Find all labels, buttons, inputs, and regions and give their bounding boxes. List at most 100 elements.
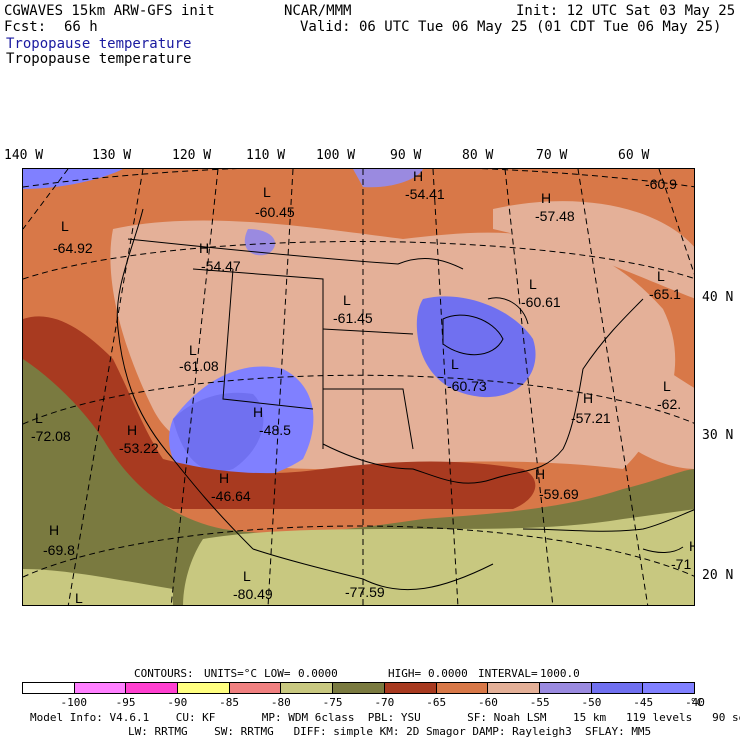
field-minus65-band: [23, 316, 536, 509]
longitude-label: 130 W: [92, 148, 132, 163]
extremum-value: -61.08: [179, 358, 219, 374]
field-minus55-ne: [493, 201, 694, 299]
field-minus45-lakes: [416, 296, 536, 398]
extremum-letter: H: [583, 390, 593, 406]
legend-tick-label: -95: [115, 696, 136, 709]
model-info-line2: LW: RRTMG SW: RRTMG DIFF: simple KM: 2D …: [128, 725, 652, 738]
extremum-value: -60.61: [521, 294, 561, 310]
extremum-letter: H: [49, 522, 59, 538]
extremum-letter: L: [61, 218, 69, 234]
legend-swatch: [384, 683, 437, 693]
legend-tick-label: -50: [581, 696, 602, 709]
projection-grid: [23, 169, 694, 605]
legend-swatch: [488, 683, 540, 693]
extremum-letter: L: [189, 342, 197, 358]
latitude-label: 40 N: [702, 290, 734, 305]
extremum-value: -71: [671, 556, 691, 572]
field-minus45-sw: [173, 392, 264, 472]
extremum-value: -69.8: [43, 542, 75, 558]
extremum-letter: H: [541, 190, 551, 206]
extremum-value: -60.73: [447, 378, 487, 394]
extremum-value: -64.92: [53, 240, 93, 256]
extrema-labels: L -60.45 H -54.41 H -57.48 -60.9 L -64.9…: [31, 169, 695, 605]
legend-tick-label: -60: [477, 696, 498, 709]
color-legend: [22, 682, 695, 694]
extremum-value: -48.5: [259, 422, 291, 438]
extremum-letter: H: [689, 538, 695, 554]
extremum-value: -57.21: [571, 410, 611, 426]
longitude-label: 110 W: [246, 148, 286, 163]
legend-swatch: [74, 683, 127, 693]
interval-label: INTERVAL=: [478, 667, 538, 680]
legend-swatch: [539, 683, 592, 693]
extremum-value: -60.9: [645, 176, 677, 192]
extremum-letter: H: [127, 422, 137, 438]
extremum-value: -59.69: [539, 486, 579, 502]
extremum-letter: H: [413, 169, 423, 184]
extremum-value: -54.47: [201, 258, 241, 274]
high-value: 0.0000: [428, 667, 468, 680]
longitude-label: 90 W: [390, 148, 422, 163]
geographic-outlines: [116, 208, 694, 591]
legend-tick-label: -90: [167, 696, 188, 709]
legend-swatch: [436, 683, 489, 693]
low-value: 0.0000: [298, 667, 338, 680]
longitude-label: 140 W: [4, 148, 44, 163]
extremum-letter: H: [535, 466, 545, 482]
legend-tick-label: -40: [685, 696, 705, 709]
extremum-letter: L: [263, 184, 271, 200]
field-minus75-sw: [23, 569, 173, 605]
longitude-label: 70 W: [536, 148, 568, 163]
extremum-letter: L: [343, 292, 351, 308]
init-time: Init: 12 UTC Sat 03 May 25: [516, 3, 736, 19]
field-title-secondary: Tropopause temperature: [6, 51, 192, 67]
contours-label: CONTOURS:: [134, 667, 194, 680]
longitude-label: 100 W: [316, 148, 356, 163]
longitude-label: 120 W: [172, 148, 212, 163]
field-minus50-w: [244, 229, 276, 256]
legend-tick-label: -85: [219, 696, 239, 709]
org-label: NCAR/MMM: [284, 3, 352, 19]
tropopause-temperature-map: L -60.45 H -54.41 H -57.48 -60.9 L -64.9…: [22, 168, 695, 606]
extremum-value: -65.1: [649, 286, 681, 302]
extremum-value: -54.41: [405, 186, 445, 202]
legend-swatch: [333, 683, 385, 693]
model-info-line1: Model Info: V4.6.1 CU: KF MP: WDM 6class…: [30, 711, 740, 724]
extremum-letter: H: [199, 240, 209, 256]
high-label: HIGH=: [388, 667, 422, 680]
legend-swatch: [591, 683, 644, 693]
extremum-value: -61.45: [333, 310, 373, 326]
extremum-value: -72.08: [31, 428, 71, 444]
legend-swatch: [281, 683, 334, 693]
extremum-value: -77.59: [345, 584, 385, 600]
forecast-label: Fcst:: [4, 19, 47, 35]
legend-swatch: [643, 683, 694, 693]
extremum-letter: L: [35, 410, 43, 426]
longitude-label: 60 W: [618, 148, 650, 163]
units-label: UNITS=°C: [204, 667, 257, 680]
extremum-value: -57.48: [535, 208, 575, 224]
legend-swatch: [23, 683, 75, 693]
model-title: CGWAVES 15km ARW-GFS init: [4, 3, 215, 19]
legend-tick-label: -100: [60, 696, 88, 709]
extremum-value: -53.22: [119, 440, 159, 456]
legend-tick-label: -75: [322, 696, 343, 709]
legend-tick-label: -65: [426, 696, 447, 709]
low-label: LOW=: [264, 667, 291, 680]
extremum-letter: H: [253, 404, 263, 420]
map-canvas: L -60.45 H -54.41 H -57.48 -60.9 L -64.9…: [23, 169, 695, 605]
latitude-label: 20 N: [702, 568, 734, 583]
latitude-label: 30 N: [702, 428, 734, 443]
extremum-letter: H: [219, 470, 229, 486]
legend-tick-label: -55: [529, 696, 550, 709]
field-minus55-e: [581, 329, 694, 469]
legend-tick-label: -45: [633, 696, 654, 709]
extremum-value: -46.64: [211, 488, 251, 504]
extremum-letter: L: [243, 568, 251, 584]
extremum-letter: L: [529, 276, 537, 292]
field-title-primary: Tropopause temperature: [6, 36, 192, 52]
valid-time: Valid: 06 UTC Tue 06 May 25 (01 CDT Tue …: [300, 19, 722, 35]
forecast-hour: 66 h: [64, 19, 98, 35]
field-minus50-n: [353, 169, 423, 188]
legend-swatch: [178, 683, 230, 693]
